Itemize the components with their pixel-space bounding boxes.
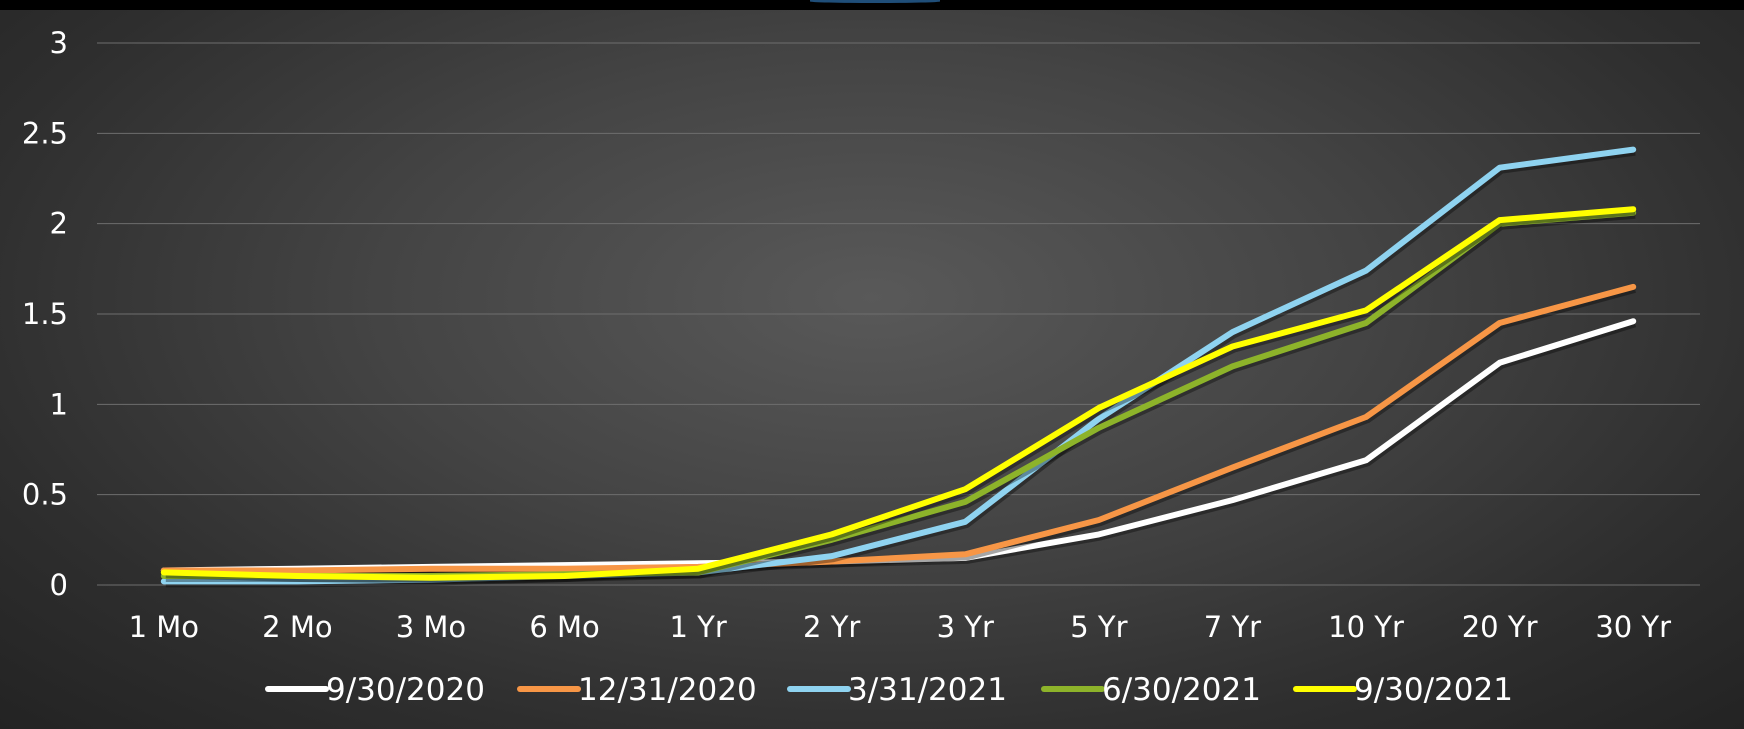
series-line-shadow [165, 287, 1636, 577]
x-tick-label: 30 Yr [1595, 610, 1671, 644]
x-tick-label: 6 Mo [529, 610, 599, 644]
x-tick-label: 5 Yr [1070, 610, 1127, 644]
legend-label: 9/30/2021 [1354, 672, 1513, 708]
y-tick-label: 1 [50, 387, 68, 421]
x-tick-label: 20 Yr [1462, 610, 1538, 644]
legend-label: 3/31/2021 [848, 672, 1007, 708]
x-tick-label: 2 Mo [262, 610, 332, 644]
legend: 9/30/2020 12/31/2020 3/31/2021 6/30/2021 9/3… [265, 672, 1513, 708]
y-tick-label: 1.5 [22, 297, 68, 331]
x-tick-label: 1 Mo [129, 610, 199, 644]
x-axis: 1 Mo 2 Mo 3 Mo 6 Mo 1 Yr 2 Yr 3 Yr 5 Yr 7 Yr 10 Y… [129, 610, 1672, 644]
y-tick-label: 2 [50, 207, 68, 241]
series-line [160, 209, 1637, 579]
series-line [160, 206, 1637, 581]
y-tick-label: 3 [50, 26, 68, 60]
series-line [160, 283, 1637, 574]
x-tick-label: 10 Yr [1328, 610, 1404, 644]
chart-frame [0, 10, 1744, 729]
series-line [160, 318, 1637, 574]
gridlines [97, 42, 1700, 586]
y-tick-label: 0.5 [22, 478, 68, 512]
y-tick-label: 2.5 [22, 116, 68, 150]
legend-label: 6/30/2021 [1102, 672, 1261, 708]
x-tick-label: 7 Yr [1204, 610, 1261, 644]
legend-label: 9/30/2020 [326, 672, 485, 708]
legend-label: 12/31/2020 [578, 672, 757, 708]
y-axis: 0 0.5 1 1.5 2 2.5 3 [22, 26, 68, 602]
top-accent-bar [810, 0, 940, 3]
x-tick-label: 2 Yr [803, 610, 860, 644]
x-tick-label: 3 Yr [937, 610, 994, 644]
y-tick-label: 0 [50, 568, 68, 602]
series-line-shadow [165, 149, 1636, 588]
series-line-shadow [165, 212, 1636, 582]
x-tick-label: 1 Yr [669, 610, 726, 644]
series-lines [160, 146, 1637, 588]
x-tick-label: 3 Mo [396, 610, 466, 644]
